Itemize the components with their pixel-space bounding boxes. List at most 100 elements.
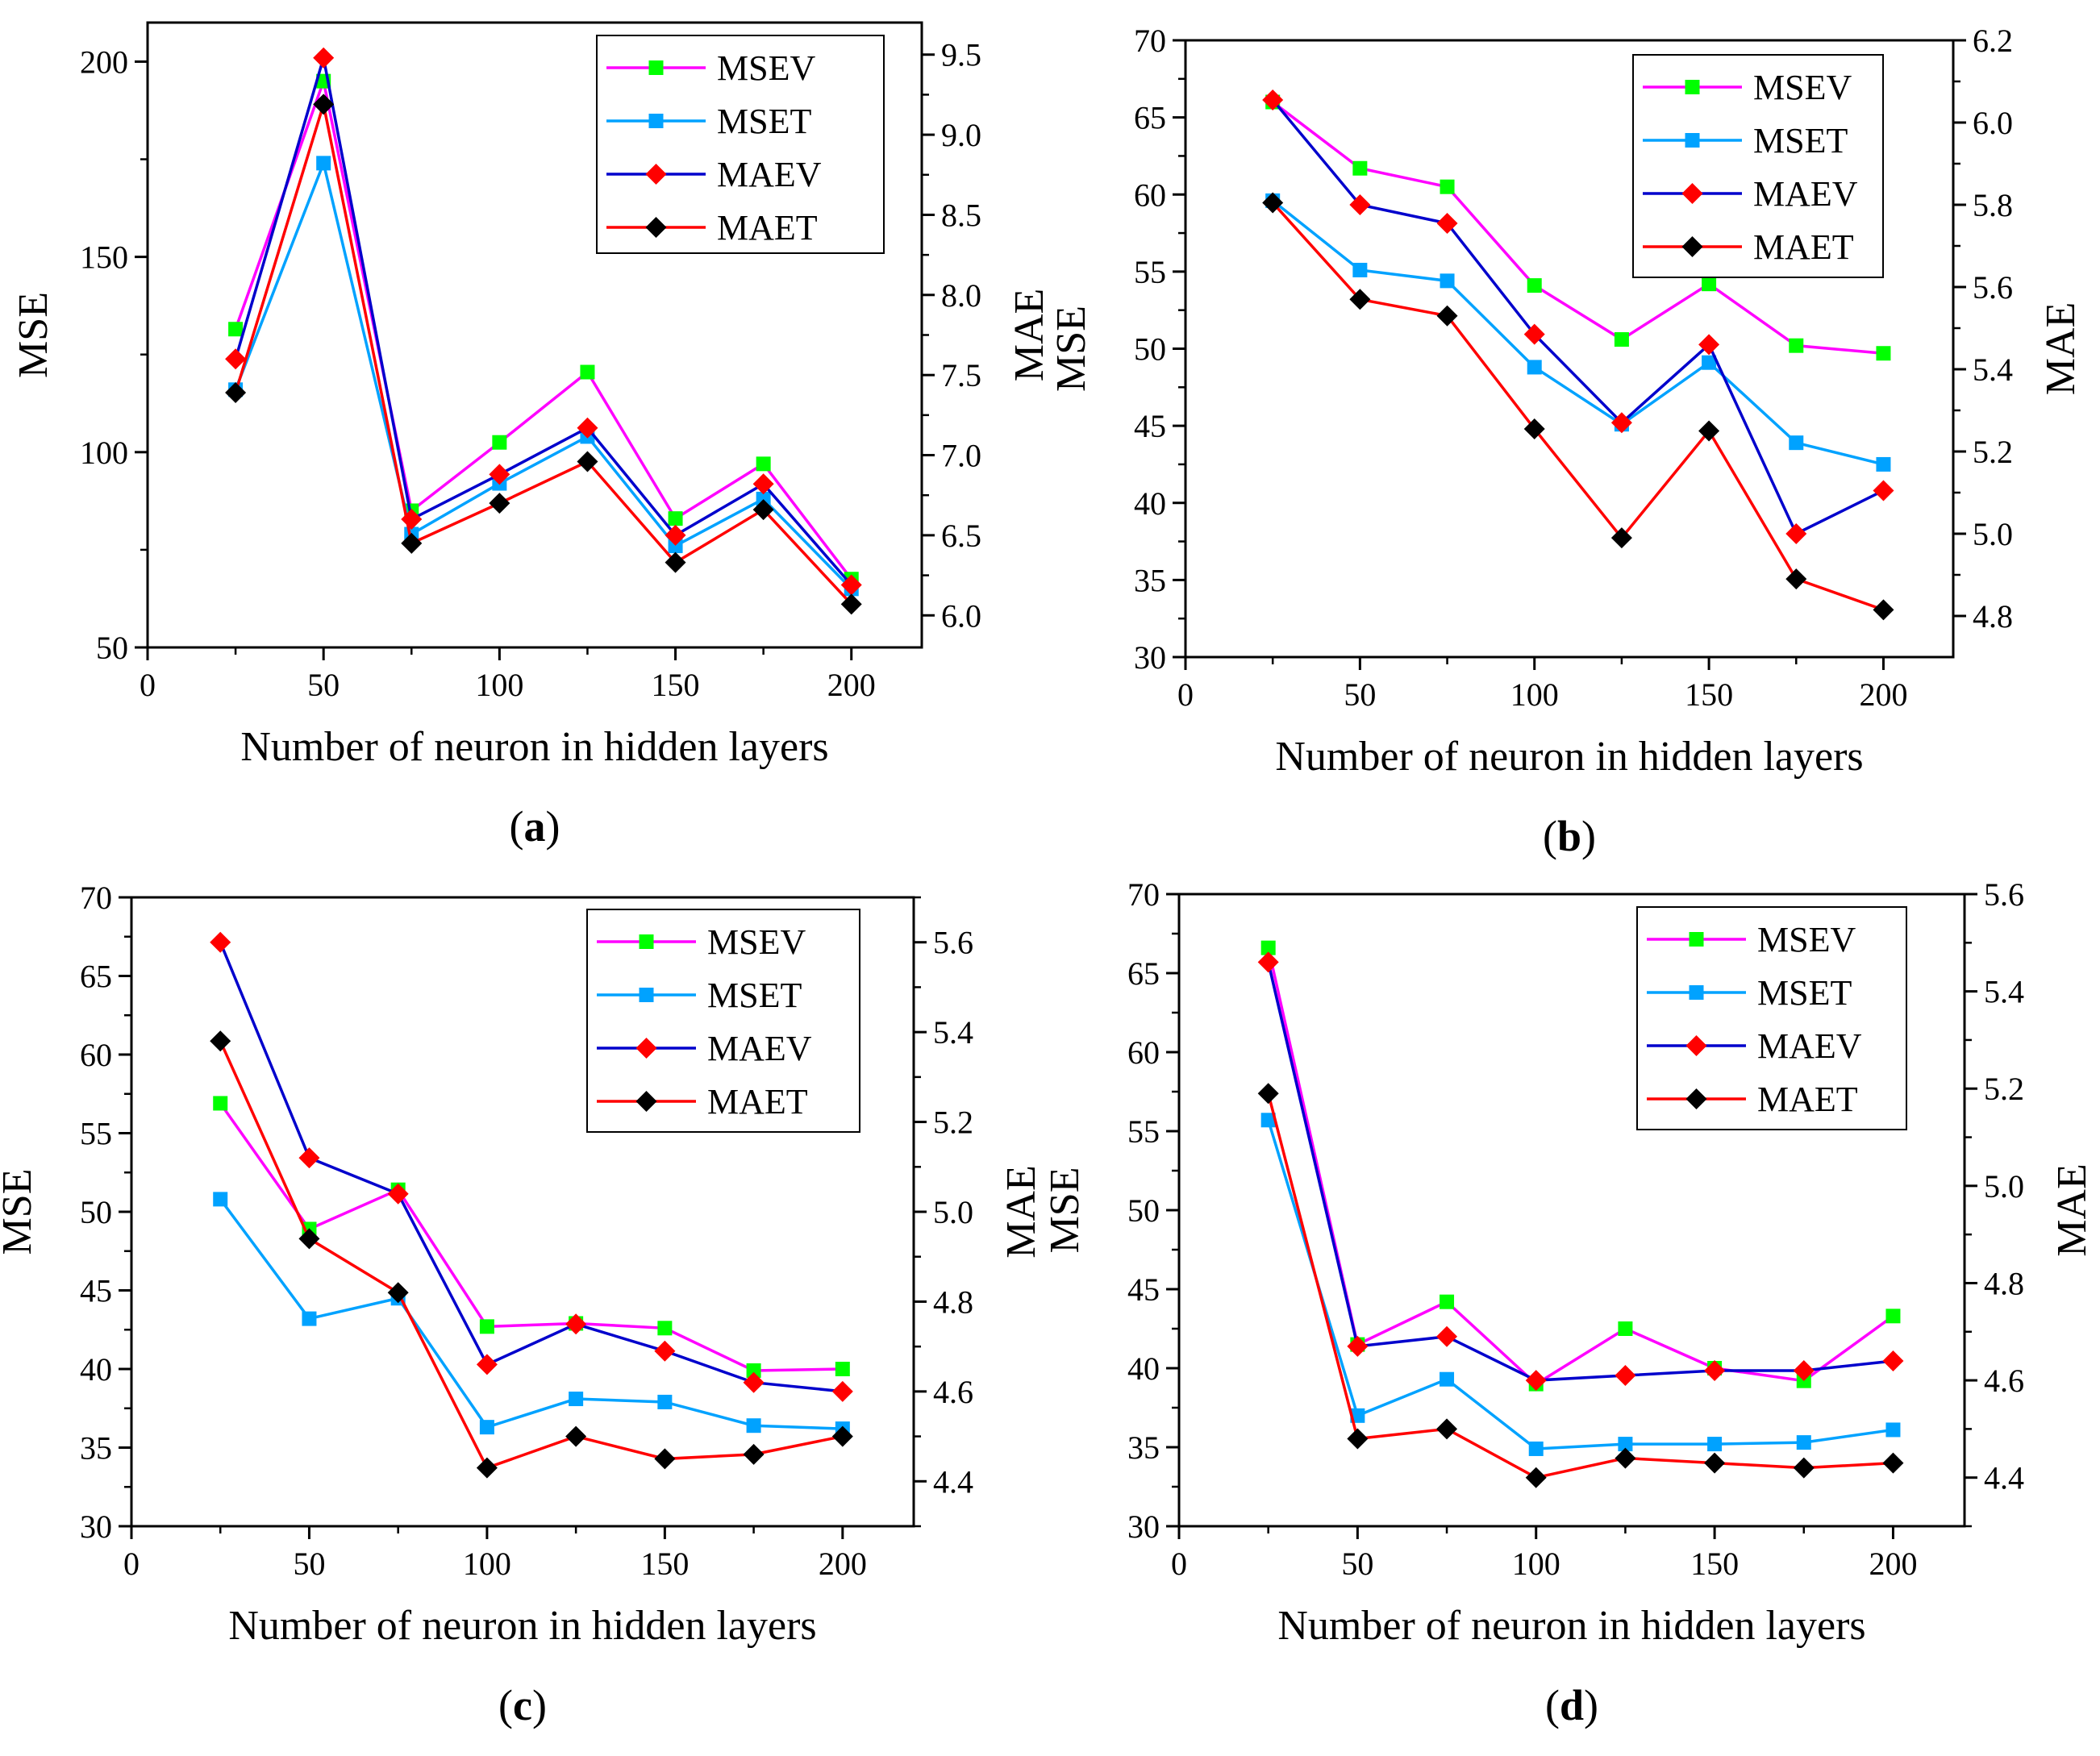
legend-label: MAET (1757, 1080, 1858, 1119)
data-point-maet (1257, 1083, 1279, 1105)
data-point-mset (1440, 1371, 1455, 1387)
data-point-mset (1885, 1422, 1901, 1438)
series-line-maev (1266, 962, 1894, 1382)
legend-marker (1681, 236, 1703, 257)
legend-label: MAEV (717, 155, 822, 194)
legend-label: MAET (1753, 227, 1854, 267)
x-axis-title: Number of neuron in hidden layers (240, 724, 828, 770)
panel-caption-open: ( (510, 802, 524, 851)
data-point-msev (835, 1362, 850, 1376)
data-point-maev (665, 524, 686, 546)
data-point-maet (401, 532, 423, 554)
y-tick-label: 100 (80, 435, 128, 471)
y2-tick-label: 5.4 (1973, 352, 2013, 388)
legend-box (596, 35, 885, 254)
legend-marker (639, 934, 654, 949)
series-line-mset (234, 158, 852, 590)
chart-panel-d: 0 50 100 150 200 30 35 40 45 50 55 60 65 70 4.4 4.6 4.8 5… (1042, 876, 2095, 1729)
series-line-msev (1272, 101, 1884, 355)
data-point-maet (577, 451, 598, 472)
panel-caption-open: ( (498, 1681, 513, 1729)
y-tick-label: 40 (80, 1351, 112, 1388)
series-line-mset (1267, 1119, 1894, 1450)
data-point-msev (479, 1319, 494, 1334)
y-tick-label: 45 (80, 1273, 112, 1309)
legend-box (586, 909, 860, 1133)
y2-tick-label: 4.6 (933, 1374, 973, 1410)
x-axis-title: Number of neuron in hidden layers (228, 1603, 816, 1649)
y-tick-label: 65 (1134, 100, 1166, 136)
y-tick-label: 60 (1127, 1034, 1160, 1071)
y-tick-label: 40 (1134, 485, 1166, 522)
data-point-msev (1527, 278, 1542, 293)
y-tick-label: 45 (1134, 408, 1166, 444)
data-point-maet (210, 1030, 231, 1052)
legend-marker (648, 60, 664, 75)
data-point-mset (756, 491, 771, 506)
y2-tick-label: 4.4 (933, 1463, 973, 1500)
data-point-maet (1698, 420, 1720, 442)
panel-caption-close: ) (546, 802, 560, 851)
data-point-msev (1440, 179, 1455, 194)
data-point-maev (1436, 212, 1458, 234)
data-point-maet (1523, 418, 1545, 439)
x-tick-label: 100 (1510, 676, 1559, 713)
data-point-maet (1882, 1452, 1904, 1474)
chart-panel-c: 0 50 100 150 200 30 35 40 45 50 55 60 65 70 4.4 4.6 4.8 5… (0, 880, 1044, 1729)
y2-tick-label: 5.2 (1973, 434, 2013, 470)
legend-label: MSEV (1757, 920, 1856, 959)
legend-label: MAET (707, 1082, 808, 1121)
x-tick-label: 50 (293, 1546, 325, 1582)
panel-caption-close: ) (1584, 1681, 1598, 1729)
data-point-maev (476, 1354, 498, 1375)
data-point-maet (313, 94, 335, 115)
y2-axis-title: MAE (2049, 1163, 2095, 1257)
data-point-msev (1702, 277, 1717, 292)
legend-label: MAEV (1757, 1026, 1862, 1066)
data-point-maet (1436, 1418, 1458, 1440)
x-tick-label: 100 (475, 667, 523, 703)
data-point-maet (387, 1282, 409, 1304)
data-point-maev (1525, 1370, 1547, 1392)
legend: MSEV MSET MAEV MAET (1632, 54, 1884, 278)
y2-tick-label: 4.8 (933, 1284, 973, 1320)
data-point-msev (492, 435, 507, 450)
data-point-maev (654, 1340, 676, 1362)
x-tick-label: 0 (1171, 1546, 1187, 1582)
series-maet (1257, 1083, 1904, 1488)
y2-tick-label: 4.8 (1984, 1265, 2024, 1301)
y-tick-label: 30 (80, 1508, 112, 1545)
series-line-maev (234, 57, 853, 586)
data-point-msev (756, 456, 771, 472)
panel-caption-letter: a (524, 802, 546, 851)
panel-caption-open: ( (1543, 812, 1557, 860)
legend-label: MSEV (707, 922, 806, 962)
y2-tick-label: 6.2 (1973, 23, 2013, 59)
y2-tick-label: 4.6 (1984, 1363, 2024, 1399)
legend-marker (1685, 1035, 1707, 1056)
legend-label: MAET (717, 208, 818, 248)
y2-tick-label: 5.2 (1984, 1071, 2024, 1107)
y2-tick-label: 5.6 (1973, 269, 2013, 306)
panel-caption: (d) (1545, 1681, 1598, 1729)
series-msev (213, 1096, 850, 1378)
data-point-maev (1704, 1360, 1726, 1382)
data-point-maet (1610, 527, 1632, 549)
y-tick-label: 70 (1134, 23, 1166, 59)
x-tick-label: 0 (1177, 676, 1194, 713)
legend-marker (1689, 985, 1704, 1000)
legend: MSEV MSET MAEV MAET (596, 35, 885, 254)
y-tick-label: 40 (1127, 1350, 1160, 1387)
panel-caption-letter: d (1560, 1681, 1584, 1729)
data-point-maev (1615, 1365, 1636, 1387)
data-point-mset (479, 1420, 494, 1435)
data-point-mset (1527, 360, 1542, 375)
series-line-mset (219, 1198, 843, 1430)
y2-tick-label: 6.5 (941, 518, 981, 554)
x-tick-label: 150 (1685, 676, 1733, 713)
y-tick-label: 35 (1134, 562, 1166, 598)
data-point-mset (657, 1394, 673, 1409)
data-point-mset (1260, 1113, 1276, 1128)
data-point-msev (1876, 346, 1891, 361)
